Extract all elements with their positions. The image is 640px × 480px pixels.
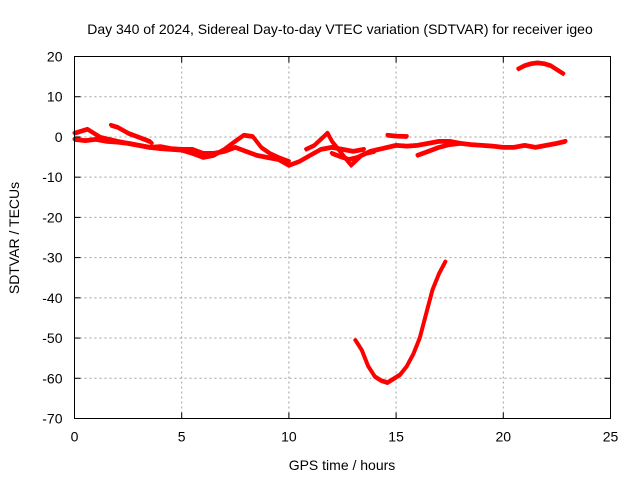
x-tick-label: 15 xyxy=(388,429,404,445)
series-line-sat-f xyxy=(385,132,409,139)
grid-layer xyxy=(74,56,611,419)
series-layer xyxy=(72,60,568,386)
series-line-sat-g xyxy=(415,141,463,157)
series-band-sat-i xyxy=(517,63,565,77)
y-tick-label: -50 xyxy=(42,330,62,346)
x-tick-label: 25 xyxy=(603,429,619,445)
x-axis-label: GPS time / hours xyxy=(289,457,396,473)
x-tick-label: 20 xyxy=(496,429,512,445)
y-tick-label: -30 xyxy=(42,250,62,266)
y-tick-label: -70 xyxy=(42,411,62,427)
series-band-sat-f xyxy=(386,136,408,139)
series-line-sat-h xyxy=(353,259,448,385)
series-band-sat-c xyxy=(110,126,153,146)
chart-title: Day 340 of 2024, Sidereal Day-to-day VTE… xyxy=(87,21,593,37)
y-tick-label: -40 xyxy=(42,290,62,306)
y-tick-label: -60 xyxy=(42,370,62,386)
series-band-sat-d xyxy=(305,134,567,168)
y-tick-label: 20 xyxy=(47,49,63,65)
x-tick-label: 5 xyxy=(178,429,186,445)
y-tick-label: -10 xyxy=(42,169,62,185)
series-band-sat-g xyxy=(416,144,462,158)
series-line-sat-i xyxy=(516,60,566,76)
series-line-sat-b xyxy=(72,137,366,168)
y-tick-label: 0 xyxy=(55,129,63,145)
y-tick-label: -20 xyxy=(42,209,62,225)
x-tick-label: 0 xyxy=(71,429,79,445)
series-line-sat-d xyxy=(304,130,568,168)
series-line-sat-e xyxy=(329,149,377,162)
y-tick-label: 10 xyxy=(47,89,63,105)
series-band-sat-h xyxy=(354,262,447,386)
tick-layer: 0 5 10 15 20 25 -70 -60 -50 -40 -30 -20 -10 0 10 20 xyxy=(42,49,618,445)
series-band-sat-b xyxy=(73,140,365,168)
series-band-sat-e xyxy=(331,152,376,162)
plot-frame xyxy=(74,56,611,419)
x-tick-label: 10 xyxy=(281,429,297,445)
y-axis-label: SDTVAR / TECUs xyxy=(6,182,22,294)
series-line-sat-c xyxy=(108,122,154,145)
